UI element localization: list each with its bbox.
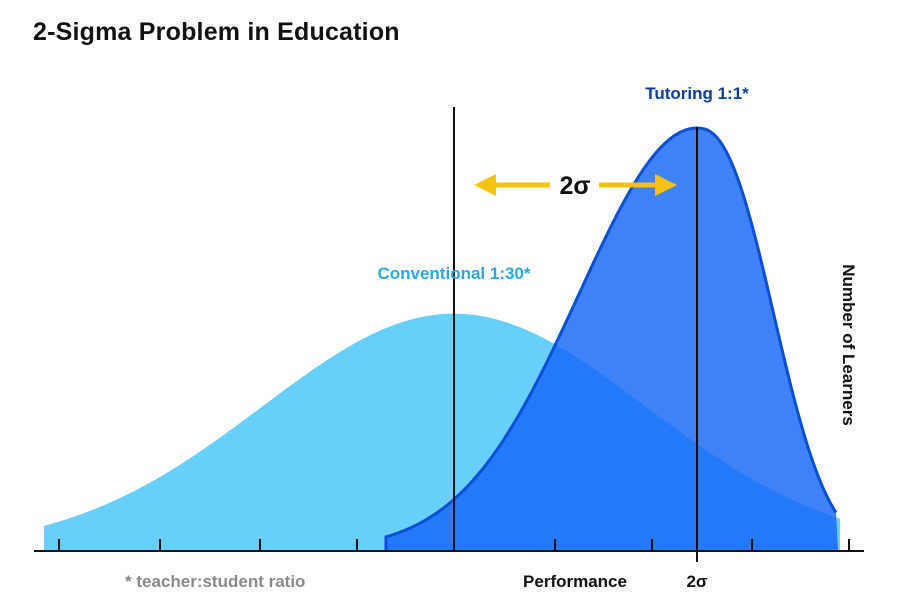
conventional-series-label: Conventional 1:30* bbox=[377, 264, 530, 283]
y-axis-label: Number of Learners bbox=[839, 264, 858, 426]
arrow-left-head bbox=[474, 174, 496, 196]
two-sigma-arrow: 2σ bbox=[474, 172, 677, 200]
two-sigma-annotation: 2σ bbox=[559, 172, 590, 200]
footnote: * teacher:student ratio bbox=[125, 572, 305, 591]
chart-title: 2-Sigma Problem in Education bbox=[33, 18, 400, 46]
x-tick-label-2sigma: 2σ bbox=[686, 572, 707, 591]
x-axis-label: Performance bbox=[523, 572, 627, 591]
arrow-right-head bbox=[655, 174, 677, 196]
tutoring-series-label: Tutoring 1:1* bbox=[645, 84, 749, 103]
tutoring-distribution-edge bbox=[384, 126, 838, 550]
tutoring-distribution-area bbox=[386, 128, 838, 550]
